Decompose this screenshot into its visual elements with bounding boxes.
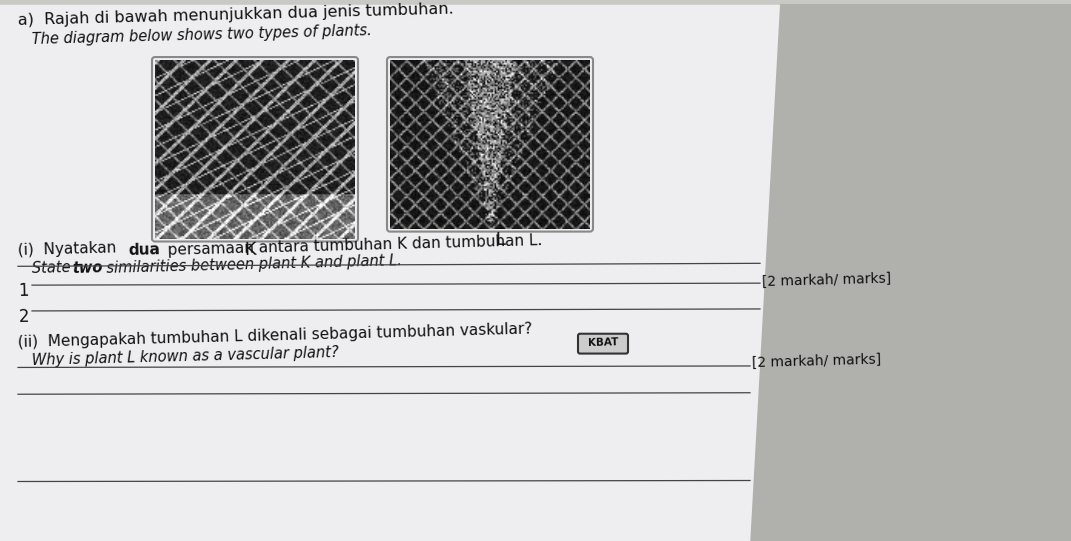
Text: persamaan antara tumbuhan K dan tumbuhan L.: persamaan antara tumbuhan K dan tumbuhan… [163, 234, 543, 259]
Text: The diagram below shows two types of plants.: The diagram below shows two types of pla… [32, 23, 373, 47]
Text: [2 markah/ marks]: [2 markah/ marks] [761, 272, 892, 289]
Bar [0, 4, 7, 541]
Text: K: K [244, 240, 256, 259]
Text: State: State [32, 260, 76, 276]
Text: (i)  Nyatakan: (i) Nyatakan [18, 241, 122, 259]
Polygon shape [0, 4, 780, 541]
Text: Why is plant L known as a vascular plant?: Why is plant L known as a vascular plant… [32, 345, 340, 367]
Text: similarities between plant K and plant L.: similarities between plant K and plant L… [102, 254, 403, 276]
FancyBboxPatch shape [578, 334, 628, 354]
Text: (ii)  Mengapakah tumbuhan L dikenali sebagai tumbuhan vaskular?: (ii) Mengapakah tumbuhan L dikenali seba… [18, 321, 538, 349]
Text: [2 markah/ marks]: [2 markah/ marks] [752, 352, 881, 370]
Text: L: L [495, 230, 506, 249]
Text: 1: 1 [18, 282, 29, 300]
Text: 2: 2 [18, 308, 29, 326]
Text: KBAT: KBAT [588, 337, 618, 348]
Text: two: two [72, 261, 103, 276]
Text: a)  Rajah di bawah menunjukkan dua jenis tumbuhan.: a) Rajah di bawah menunjukkan dua jenis … [18, 2, 454, 29]
Text: dua: dua [129, 243, 161, 259]
